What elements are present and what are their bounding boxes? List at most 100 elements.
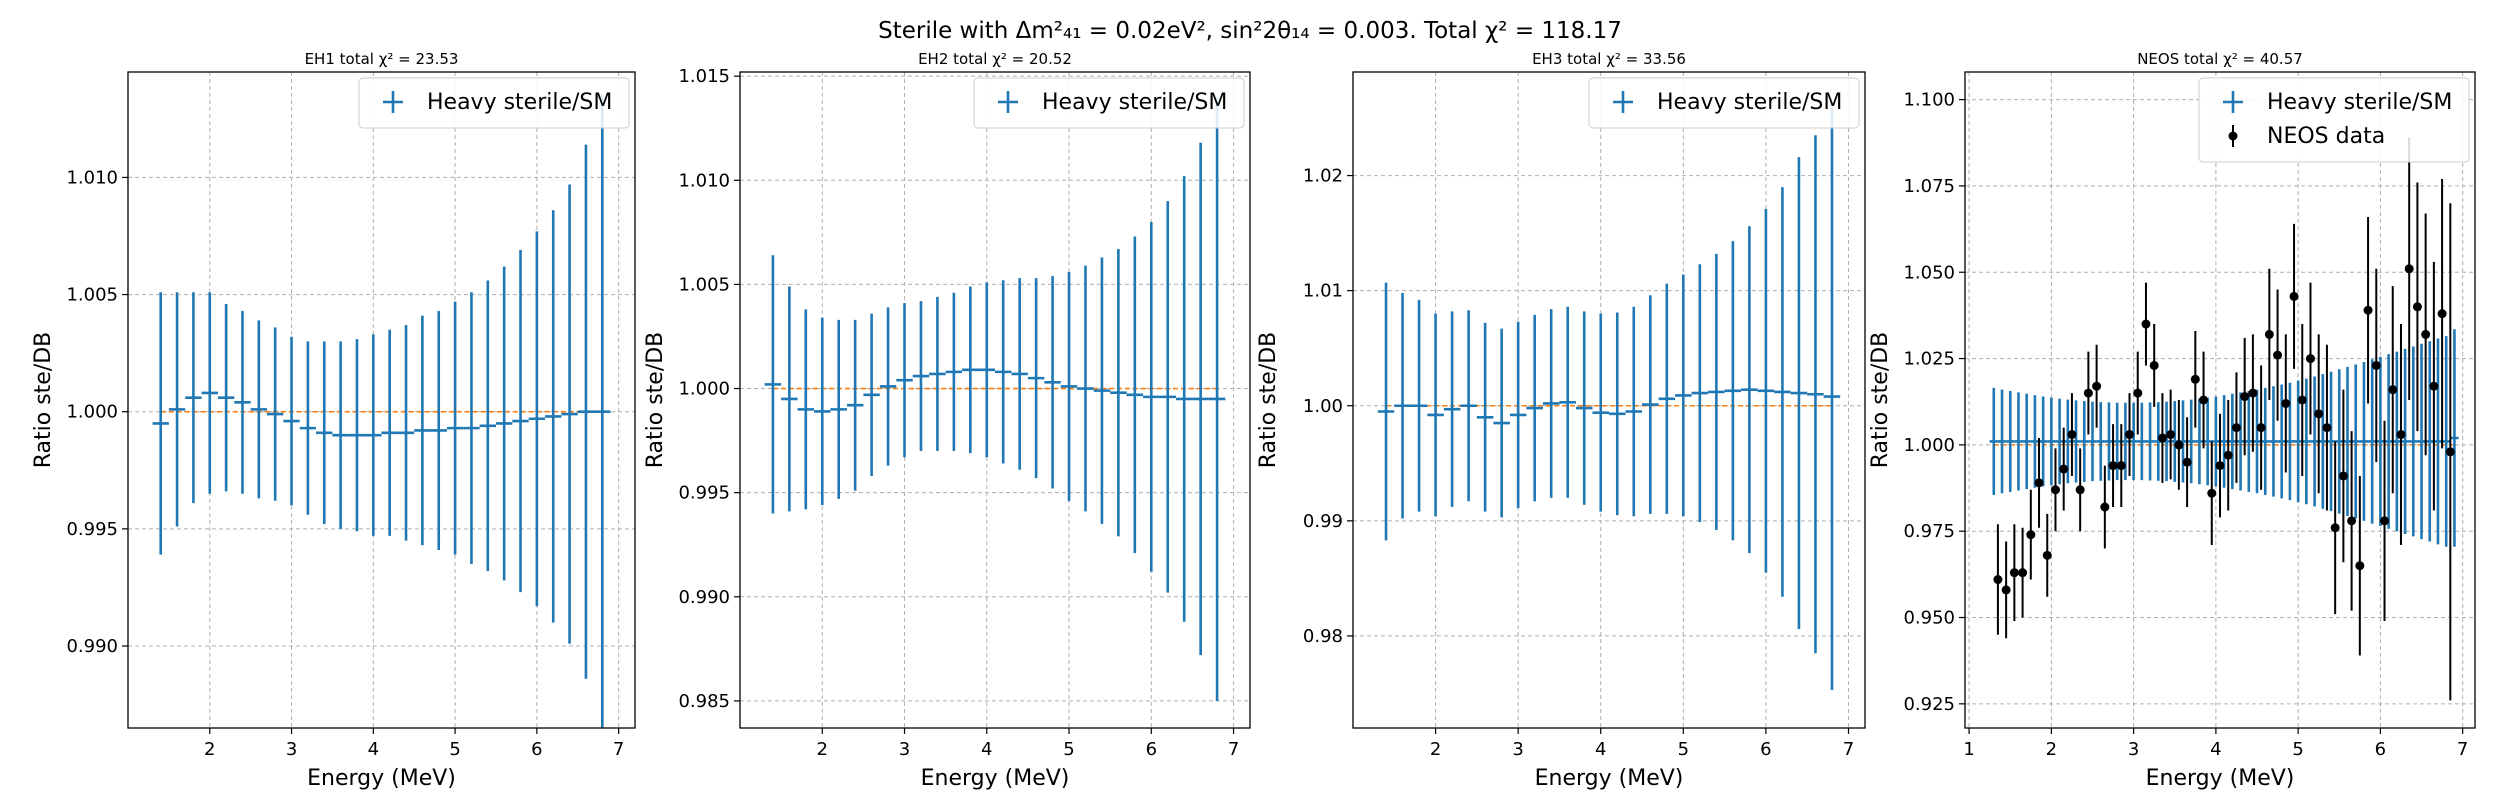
data-point xyxy=(2223,450,2233,460)
x-tick-label: 4 xyxy=(981,739,992,760)
x-tick-label: 2 xyxy=(204,739,215,760)
legend-data-symbol xyxy=(2228,131,2238,141)
data-point xyxy=(2338,471,2348,481)
data-point xyxy=(2018,568,2028,578)
legend: Heavy sterile/SM xyxy=(358,77,630,129)
data-point xyxy=(2396,430,2406,440)
data-point xyxy=(2363,305,2373,315)
data-point xyxy=(2231,423,2241,433)
data-point xyxy=(2297,395,2307,405)
x-tick-label: 3 xyxy=(2128,739,2139,760)
data-point xyxy=(2026,530,2036,540)
x-axis-label: Energy (MeV) xyxy=(1535,766,1684,791)
data-point xyxy=(2174,440,2184,450)
data-point xyxy=(2009,568,2019,578)
legend-box xyxy=(2198,77,2470,163)
x-tick-label: 4 xyxy=(2210,739,2221,760)
data-point xyxy=(2108,461,2118,471)
x-tick-label: 5 xyxy=(2292,739,2303,760)
x-tick-label: 6 xyxy=(1760,739,1771,760)
y-tick-label: 1.005 xyxy=(678,274,730,295)
y-tick-label: 0.950 xyxy=(1903,608,1955,629)
data-point xyxy=(2001,585,2011,595)
axes-frame xyxy=(1964,71,2476,729)
legend-box xyxy=(973,77,1245,129)
data-point xyxy=(2314,409,2324,419)
legend-entry: Heavy sterile/SM xyxy=(1042,90,1227,115)
y-tick-label: 0.975 xyxy=(1903,521,1955,542)
y-tick-label: 1.015 xyxy=(678,66,730,87)
x-tick-label: 7 xyxy=(613,739,624,760)
legend: Heavy sterile/SM xyxy=(1588,77,1860,129)
panel-title: EH1 total χ² = 23.53 xyxy=(305,50,459,68)
y-tick-label: 1.00 xyxy=(1303,396,1343,417)
x-axis-label: Energy (MeV) xyxy=(307,766,456,791)
y-axis-label: Ratio ste/DB xyxy=(1256,332,1281,469)
data-point xyxy=(2100,502,2110,512)
x-tick-label: 3 xyxy=(286,739,297,760)
legend-box xyxy=(358,77,630,129)
panel-title: EH2 total χ² = 20.52 xyxy=(918,50,1072,68)
data-point xyxy=(2075,485,2085,495)
x-axis-label: Energy (MeV) xyxy=(2146,766,2295,791)
y-tick-label: 1.050 xyxy=(1903,262,1955,283)
data-point xyxy=(2437,309,2447,319)
data-point xyxy=(2330,523,2340,533)
legend-entry: NEOS data xyxy=(2267,124,2385,149)
data-point xyxy=(2190,374,2200,384)
data-point xyxy=(2133,388,2143,398)
y-tick-label: 1.02 xyxy=(1303,166,1343,187)
x-tick-label: 7 xyxy=(2457,739,2468,760)
data-point xyxy=(2289,291,2299,301)
data-point xyxy=(1993,575,2003,585)
data-point xyxy=(2059,464,2069,474)
y-axis-label: Ratio ste/DB xyxy=(1868,332,1893,469)
data-point xyxy=(2305,354,2315,364)
y-tick-label: 0.995 xyxy=(66,519,118,540)
x-tick-label: 2 xyxy=(2046,739,2057,760)
x-axis-label: Energy (MeV) xyxy=(921,766,1070,791)
data-point xyxy=(2050,485,2060,495)
data-point xyxy=(2412,302,2422,312)
data-point xyxy=(2388,385,2398,395)
y-tick-label: 1.000 xyxy=(678,379,730,400)
data-point xyxy=(2125,430,2135,440)
y-tick-label: 0.985 xyxy=(678,691,730,712)
data-point xyxy=(2042,550,2052,560)
data-point xyxy=(2264,329,2274,339)
legend: Heavy sterile/SM xyxy=(973,77,1245,129)
x-tick-label: 2 xyxy=(817,739,828,760)
panel-3: 2 3 4 5 6 7 0.98 0.99 1.00 1.01 1.02 EH3 total χ² =… xyxy=(1256,50,1866,791)
data-point xyxy=(2429,381,2439,391)
legend: Heavy sterile/SM NEOS data xyxy=(2198,77,2470,163)
model-series xyxy=(1377,103,1841,691)
x-tick-label: 6 xyxy=(2375,739,2386,760)
x-tick-label: 6 xyxy=(1146,739,1157,760)
model-series xyxy=(764,96,1226,701)
data-point xyxy=(2207,488,2217,498)
data-point xyxy=(2166,430,2176,440)
y-tick-label: 1.010 xyxy=(678,170,730,191)
data-point xyxy=(2248,388,2258,398)
data-point xyxy=(2281,398,2291,408)
x-tick-label: 7 xyxy=(1228,739,1239,760)
panel-title: NEOS total χ² = 40.57 xyxy=(2137,50,2303,68)
panel-4: 1 2 3 4 5 6 7 0.925 0.950 0.975 1.000 1.025 1.050 1.0… xyxy=(1868,50,2476,791)
y-tick-label: 0.995 xyxy=(678,483,730,504)
data-point xyxy=(2421,329,2431,339)
x-tick-label: 2 xyxy=(1430,739,1441,760)
data-point xyxy=(2182,457,2192,467)
data-point xyxy=(2067,430,2077,440)
x-tick-label: 5 xyxy=(1063,739,1074,760)
legend-entry: Heavy sterile/SM xyxy=(1657,90,1842,115)
data-point xyxy=(2445,447,2455,457)
data-point xyxy=(2149,360,2159,370)
y-tick-label: 1.000 xyxy=(1903,435,1955,456)
y-axis-label: Ratio ste/DB xyxy=(643,332,668,469)
y-tick-label: 0.990 xyxy=(678,587,730,608)
y-tick-label: 1.005 xyxy=(66,285,118,306)
data-point xyxy=(2371,360,2381,370)
data-point xyxy=(2157,433,2167,443)
